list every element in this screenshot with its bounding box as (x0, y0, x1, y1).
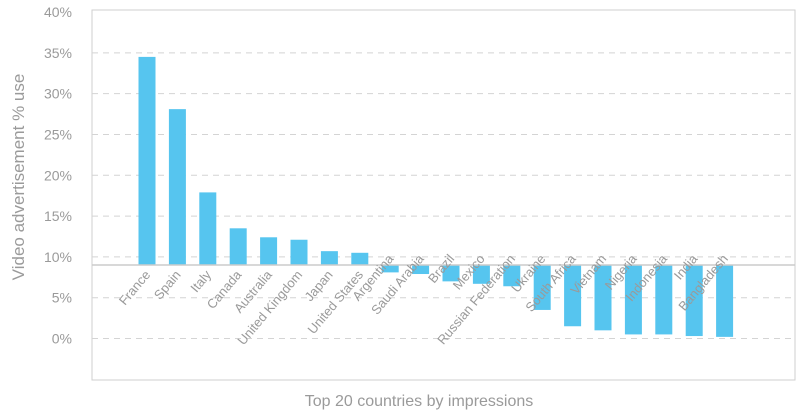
bar (381, 265, 399, 273)
y-tick-label: 15% (44, 208, 72, 224)
bar (168, 109, 186, 266)
bar (138, 56, 156, 266)
bar (685, 265, 703, 337)
bar (533, 265, 551, 310)
bar (716, 265, 734, 337)
y-tick-label: 0% (52, 331, 72, 347)
bar (412, 265, 430, 275)
bar (594, 265, 612, 331)
y-tick-label: 20% (44, 167, 72, 183)
bar (624, 265, 642, 335)
y-axis-title: Video advertisement % use (9, 74, 28, 281)
y-tick-label: 35% (44, 45, 72, 61)
y-tick-label: 30% (44, 86, 72, 102)
bar (320, 251, 338, 266)
bar (503, 265, 521, 287)
bar (290, 239, 308, 266)
x-axis-title: Top 20 countries by impressions (305, 393, 534, 410)
bar (655, 265, 673, 335)
y-tick-label: 25% (44, 126, 72, 142)
bar (199, 192, 217, 266)
x-tick-label: France (116, 267, 154, 308)
y-tick-label: 10% (44, 249, 72, 265)
y-tick-label: 40% (44, 4, 72, 20)
bar (260, 237, 278, 266)
bar (472, 265, 490, 284)
plot-frame (91, 9, 796, 381)
y-tick-label: 5% (52, 290, 72, 306)
x-tick-label: Italy (187, 267, 214, 295)
x-tick-label: Spain (151, 267, 184, 302)
bar (351, 252, 369, 266)
bar (564, 265, 582, 327)
bar (442, 265, 460, 282)
bar (229, 228, 247, 266)
